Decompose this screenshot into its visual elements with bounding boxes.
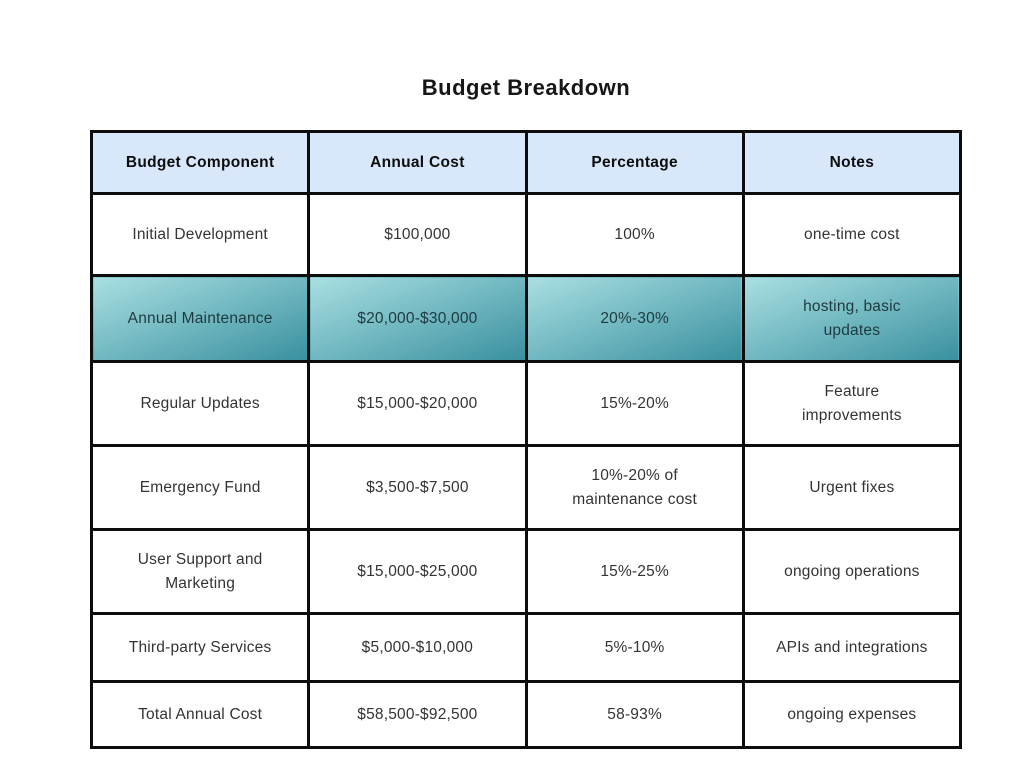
cell-component: Total Annual Cost — [89, 680, 311, 749]
cell-component: Regular Updates — [89, 360, 311, 447]
table-row: Emergency Fund $3,500-$7,500 10%-20% of ma… — [89, 444, 963, 531]
cell-percentage: 20%-30% — [524, 274, 745, 363]
cell-annual_cost: $3,500-$7,500 — [307, 444, 528, 531]
cell-percentage: 100% — [524, 192, 745, 277]
cell-percentage: 5%-10% — [524, 612, 745, 683]
cell-component: Initial Development — [89, 192, 311, 277]
cell-notes: ongoing expenses — [741, 680, 963, 749]
table-body: Initial Development $100,000 100% one-time … — [89, 192, 963, 749]
table-row: Annual Maintenance $20,000-$30,000 20%-30%… — [89, 274, 963, 363]
column-header: Percentage — [524, 130, 745, 195]
cell-notes: APIs and integrations — [741, 612, 963, 683]
table-row: Regular Updates $15,000-$20,000 15%-20% Fea… — [89, 360, 963, 447]
cell-percentage: 15%-20% — [524, 360, 745, 447]
column-header: Annual Cost — [307, 130, 528, 195]
cell-component: Emergency Fund — [89, 444, 311, 531]
cell-annual_cost: $15,000-$20,000 — [307, 360, 528, 447]
cell-annual_cost: $20,000-$30,000 — [307, 274, 528, 363]
header-row: Budget Component Annual Cost Percentage Not… — [89, 130, 963, 195]
cell-notes: one-time cost — [741, 192, 963, 277]
cell-notes: Urgent fixes — [741, 444, 963, 531]
page-title: Budget Breakdown — [421, 75, 631, 100]
table-header: Budget Component Annual Cost Percentage Not… — [89, 130, 963, 195]
cell-percentage: 10%-20% of maintenance cost — [524, 444, 745, 531]
column-header: Budget Component — [89, 130, 311, 195]
cell-notes: hosting, basic updates — [741, 274, 963, 363]
table-row: Initial Development $100,000 100% one-time … — [89, 192, 963, 277]
cell-component: Annual Maintenance — [89, 274, 311, 363]
cell-annual_cost: $5,000-$10,000 — [307, 612, 528, 683]
cell-annual_cost: $15,000-$25,000 — [307, 528, 528, 615]
cell-percentage: 15%-25% — [524, 528, 745, 615]
cell-component: User Support and Marketing — [89, 528, 311, 615]
budget-table: Budget Component Annual Cost Percentage Not… — [89, 130, 963, 749]
table-row: User Support and Marketing $15,000-$25,00… — [89, 528, 963, 615]
table-row: Third-party Services $5,000-$10,000 5%-10%… — [89, 612, 963, 683]
cell-component: Third-party Services — [89, 612, 311, 683]
table-row: Total Annual Cost $58,500-$92,500 58-93% on… — [89, 680, 963, 749]
cell-percentage: 58-93% — [524, 680, 745, 749]
cell-notes: ongoing operations — [741, 528, 963, 615]
cell-notes: Feature improvements — [741, 360, 963, 447]
cell-annual_cost: $100,000 — [307, 192, 528, 277]
cell-annual_cost: $58,500-$92,500 — [307, 680, 528, 749]
column-header: Notes — [741, 130, 963, 195]
